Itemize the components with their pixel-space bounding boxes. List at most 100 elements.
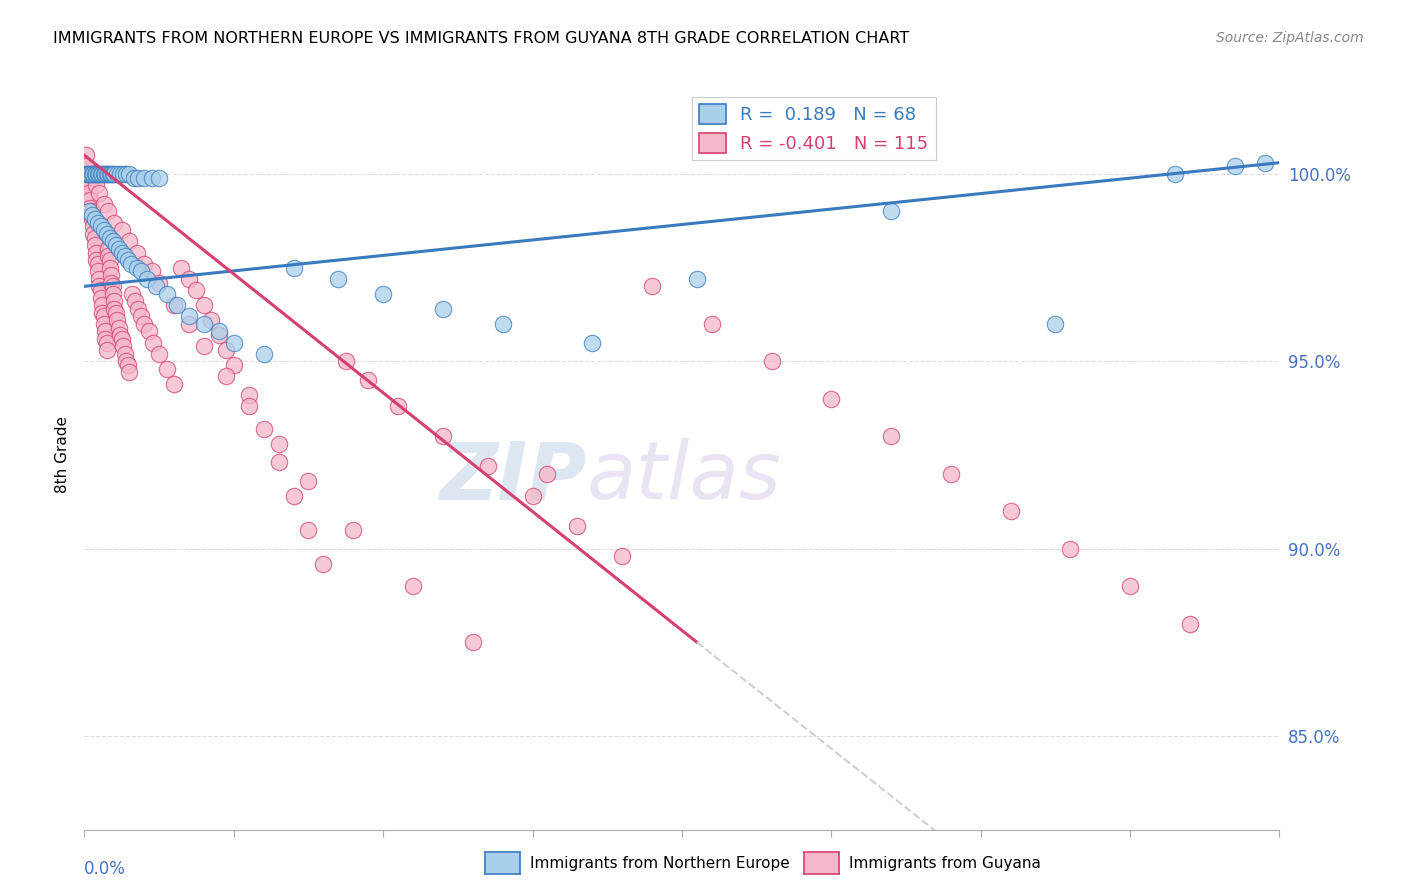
- Point: [80, 167, 103, 181]
- Point: [127, 301, 149, 316]
- Point: [75, 167, 97, 181]
- Point: [111, 223, 134, 237]
- Point: [208, 328, 231, 343]
- Point: [118, 366, 141, 380]
- Point: [148, 347, 170, 361]
- Legend: R =  0.189   N = 68, R = -0.401   N = 115: R = 0.189 N = 68, R = -0.401 N = 115: [692, 97, 936, 160]
- Point: [138, 324, 160, 338]
- Point: [129, 264, 152, 278]
- Point: [939, 467, 962, 481]
- Point: [94, 332, 117, 346]
- Point: [118, 235, 141, 249]
- Point: [208, 324, 231, 338]
- Point: [238, 388, 260, 402]
- Point: [77, 178, 100, 193]
- Point: [80, 167, 103, 181]
- Text: Source: ZipAtlas.com: Source: ZipAtlas.com: [1216, 31, 1364, 45]
- Point: [117, 358, 139, 372]
- Point: [80, 208, 103, 222]
- Point: [115, 354, 138, 368]
- Point: [79, 193, 101, 207]
- Point: [193, 317, 215, 331]
- Point: [283, 489, 305, 503]
- Point: [686, 272, 709, 286]
- Point: [75, 148, 97, 162]
- Point: [93, 167, 115, 181]
- Point: [90, 219, 112, 234]
- Point: [90, 283, 112, 297]
- Y-axis label: 8th Grade: 8th Grade: [55, 417, 70, 493]
- Point: [98, 260, 121, 275]
- Point: [163, 298, 186, 312]
- Point: [1178, 616, 1201, 631]
- Point: [101, 286, 124, 301]
- Point: [132, 317, 156, 331]
- Point: [103, 167, 125, 181]
- Point: [141, 264, 163, 278]
- Point: [107, 242, 129, 256]
- Point: [148, 276, 170, 290]
- Point: [129, 310, 152, 324]
- Point: [90, 167, 112, 181]
- Point: [91, 298, 114, 312]
- Point: [105, 167, 128, 181]
- Point: [357, 373, 380, 387]
- Point: [122, 170, 145, 185]
- Point: [100, 268, 122, 282]
- Point: [132, 257, 156, 271]
- Point: [89, 167, 111, 181]
- Point: [111, 332, 134, 346]
- Point: [80, 211, 103, 226]
- Point: [77, 186, 100, 200]
- Point: [76, 167, 98, 181]
- Point: [402, 579, 425, 593]
- Point: [76, 174, 98, 188]
- Point: [96, 167, 118, 181]
- Point: [124, 294, 146, 309]
- Point: [105, 313, 128, 327]
- Point: [100, 167, 122, 181]
- Point: [177, 310, 200, 324]
- Text: IMMIGRANTS FROM NORTHERN EUROPE VS IMMIGRANTS FROM GUYANA 8TH GRADE CORRELATION : IMMIGRANTS FROM NORTHERN EUROPE VS IMMIG…: [53, 31, 910, 46]
- Point: [136, 272, 159, 286]
- Point: [75, 160, 97, 174]
- Point: [536, 467, 558, 481]
- Point: [141, 170, 163, 185]
- Point: [193, 298, 215, 312]
- Point: [761, 354, 783, 368]
- Point: [82, 219, 104, 234]
- Point: [97, 167, 120, 181]
- Point: [312, 557, 335, 571]
- Point: [114, 347, 136, 361]
- Point: [253, 347, 276, 361]
- Point: [267, 436, 290, 450]
- Point: [112, 167, 135, 181]
- Point: [238, 399, 260, 413]
- Point: [1000, 504, 1022, 518]
- Point: [79, 167, 101, 181]
- Point: [93, 223, 115, 237]
- Point: [1253, 155, 1275, 169]
- Point: [387, 399, 409, 413]
- Point: [477, 459, 499, 474]
- Point: [114, 249, 136, 263]
- Point: [83, 167, 105, 181]
- Point: [1223, 160, 1246, 174]
- Point: [820, 392, 842, 406]
- Point: [166, 298, 188, 312]
- Point: [121, 286, 143, 301]
- Point: [94, 324, 117, 338]
- Point: [90, 291, 112, 305]
- Point: [461, 635, 484, 649]
- Point: [111, 245, 134, 260]
- Point: [103, 301, 125, 316]
- Point: [93, 197, 115, 211]
- Point: [567, 519, 589, 533]
- Point: [110, 328, 132, 343]
- Text: Immigrants from Guyana: Immigrants from Guyana: [849, 856, 1040, 871]
- Point: [97, 249, 120, 263]
- Point: [98, 230, 121, 244]
- Point: [222, 335, 245, 350]
- Point: [432, 301, 454, 316]
- Point: [117, 253, 139, 268]
